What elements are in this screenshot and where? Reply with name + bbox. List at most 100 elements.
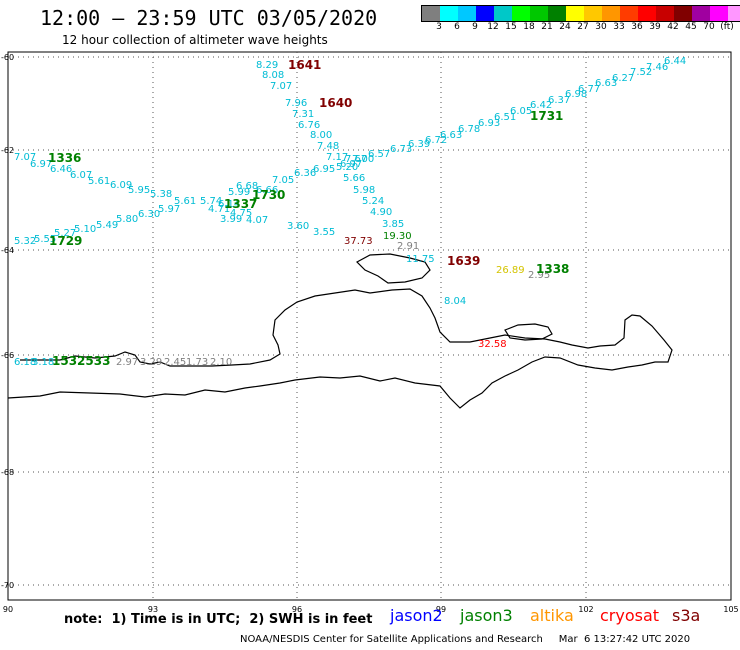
scale-label: 24 xyxy=(559,22,571,32)
pass-time-label: 1639 xyxy=(447,254,480,268)
lat-label: -62 xyxy=(1,146,14,155)
swh-value: 5.10 xyxy=(74,224,96,235)
lat-label: -60 xyxy=(1,53,14,62)
lat-label: -68 xyxy=(1,468,14,477)
scale-swatch xyxy=(422,6,440,21)
scale-label: (ft) xyxy=(720,22,734,32)
swh-value: 6.73 xyxy=(390,144,412,155)
swh-value: 6.97 xyxy=(340,159,362,170)
swh-value: 6.95 xyxy=(313,164,335,175)
iceberg xyxy=(504,323,553,341)
swh-value: 8.08 xyxy=(262,70,284,81)
legend-label: jason3 xyxy=(460,606,513,625)
scale-label: 9 xyxy=(472,22,478,32)
pass-time-label: 1731 xyxy=(530,109,563,123)
legend-label: cryosat xyxy=(600,606,660,625)
swh-value: 5.74 xyxy=(200,196,222,207)
scale-label: 36 xyxy=(631,22,643,32)
scale-label: 33 xyxy=(613,22,625,32)
scale-label: 6 xyxy=(454,22,460,32)
lat-label: -66 xyxy=(1,351,14,360)
swh-value: 6.68 xyxy=(236,181,258,192)
swh-value: 6.36 xyxy=(294,168,316,179)
island xyxy=(356,253,431,284)
scale-label: 15 xyxy=(505,22,517,32)
swh-value: 5.49 xyxy=(96,220,118,231)
swh-value: 6.63 xyxy=(440,130,462,141)
scale-swatch xyxy=(638,6,656,21)
scale-label: 3 xyxy=(436,22,442,32)
swh-value: 5.24 xyxy=(362,196,384,207)
swh-value: 2.95 xyxy=(528,270,550,281)
swh-value: 26.89 xyxy=(496,265,525,276)
swh-value: 6.46 xyxy=(50,164,72,175)
swh-value: 6.97 xyxy=(30,159,52,170)
swh-value: 5.80 xyxy=(116,214,138,225)
swh-value: 3.18 xyxy=(32,357,54,368)
swh-value: 6.57 xyxy=(368,149,390,160)
lon-label: 105 xyxy=(723,605,738,614)
swh-value: 4.71 xyxy=(208,204,230,215)
coastline xyxy=(7,288,673,409)
lon-label: 99 xyxy=(436,605,446,614)
pass-time-label: 1337 xyxy=(224,197,257,211)
lat-label: -70 xyxy=(1,581,14,590)
swh-value: 7.07 xyxy=(270,81,292,92)
lat-label: -64 xyxy=(1,246,14,255)
pass-time-label: 1641 xyxy=(288,58,321,72)
swh-value: 37.73 xyxy=(344,236,373,247)
swh-value: 6.66 xyxy=(256,185,278,196)
credit-line: NOAA/NESDIS Center for Satellite Applica… xyxy=(240,634,691,645)
lon-label: 96 xyxy=(292,605,302,614)
legend-s3a: s3a xyxy=(672,606,700,625)
swh-value: 3.55 xyxy=(313,227,335,238)
swh-value: 7.67 xyxy=(345,154,367,165)
plot-frame xyxy=(7,51,732,601)
lon-label: 90 xyxy=(3,605,13,614)
scale-swatch xyxy=(710,6,728,21)
scale-label: 39 xyxy=(649,22,661,32)
swh-value: 6.72 xyxy=(425,135,447,146)
legend-cryosat: cryosat xyxy=(600,606,659,625)
scale-label: 70 xyxy=(703,22,715,32)
swh-value: 6.18 xyxy=(14,357,36,368)
swh-value: 5.99 xyxy=(228,187,250,198)
swh-value: 6.93 xyxy=(478,118,500,129)
swh-value: 8.04 xyxy=(444,296,466,307)
swh-value: 7.31 xyxy=(292,109,314,120)
scale-label: 18 xyxy=(523,22,535,32)
swh-value: 3.99 xyxy=(220,214,242,225)
pass-time-label: 1336 xyxy=(48,151,81,165)
scale-label: 12 xyxy=(487,22,499,32)
scale-swatch xyxy=(602,6,620,21)
swh-value: 5.61 xyxy=(88,176,110,187)
swh-value: 6.98 xyxy=(565,89,587,100)
scale-swatch xyxy=(530,6,548,21)
swh-value: 6.42 xyxy=(530,100,552,111)
swh-value: 6.09 xyxy=(110,180,132,191)
swh-value: 3.29 xyxy=(140,357,162,368)
swh-value: 6.37 xyxy=(548,95,570,106)
swh-value: 6.78 xyxy=(458,124,480,135)
swh-value: 6.44 xyxy=(664,56,686,67)
map-title: 12:00 – 23:59 UTC 03/05/2020 xyxy=(40,6,378,30)
swh-value: 6.63 xyxy=(595,78,617,89)
swh-value: 6.77 xyxy=(578,84,600,95)
swh-value: 6.14 xyxy=(218,199,240,210)
swh-value: 8.00 xyxy=(310,130,332,141)
scale-swatch xyxy=(458,6,476,21)
swh-value: 6.76 xyxy=(298,120,320,131)
legend-label: jason2 xyxy=(390,606,443,625)
swh-value: 5.97 xyxy=(158,204,180,215)
scale-swatch xyxy=(566,6,584,21)
swh-value: 11.75 xyxy=(406,254,435,265)
legend-label: s3a xyxy=(672,606,701,625)
pass-time-label: 1532533 xyxy=(52,354,110,368)
swh-value: 6.51 xyxy=(494,112,516,123)
swh-value: 3.85 xyxy=(382,219,404,230)
footer-note: note: 1) Time is in UTC; 2) SWH is in fe… xyxy=(64,612,373,627)
swh-value: 2.10 xyxy=(210,357,232,368)
swh-value: 2.45 xyxy=(164,357,186,368)
color-scale-bar xyxy=(421,5,740,22)
